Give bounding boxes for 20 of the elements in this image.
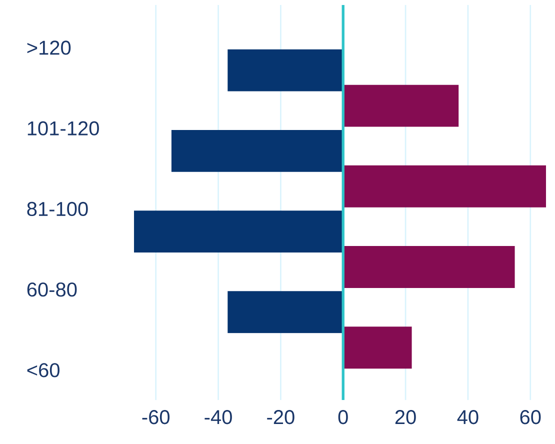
bar [343, 165, 546, 208]
bar [343, 84, 459, 127]
bar [343, 246, 515, 288]
y-tick-label: >120 [27, 40, 71, 55]
x-tick-label: -60 [142, 410, 170, 424]
bar [228, 49, 344, 92]
bar [171, 130, 344, 172]
y-tick-label: 101-120 [28, 121, 99, 136]
bar [343, 326, 412, 369]
bar [228, 291, 344, 334]
y-tick-label: 60-80 [27, 282, 77, 297]
x-tick-label: -40 [204, 410, 232, 424]
bar [134, 210, 344, 252]
x-tick-label: 0 [338, 410, 348, 424]
x-tick-label: -20 [267, 410, 294, 424]
x-tick-label: 60 [520, 410, 541, 424]
y-tick-label: <60 [27, 363, 60, 378]
y-tick-label: 81-100 [27, 202, 88, 216]
x-tick-label: 40 [457, 410, 478, 424]
x-tick-label: 20 [395, 410, 416, 424]
